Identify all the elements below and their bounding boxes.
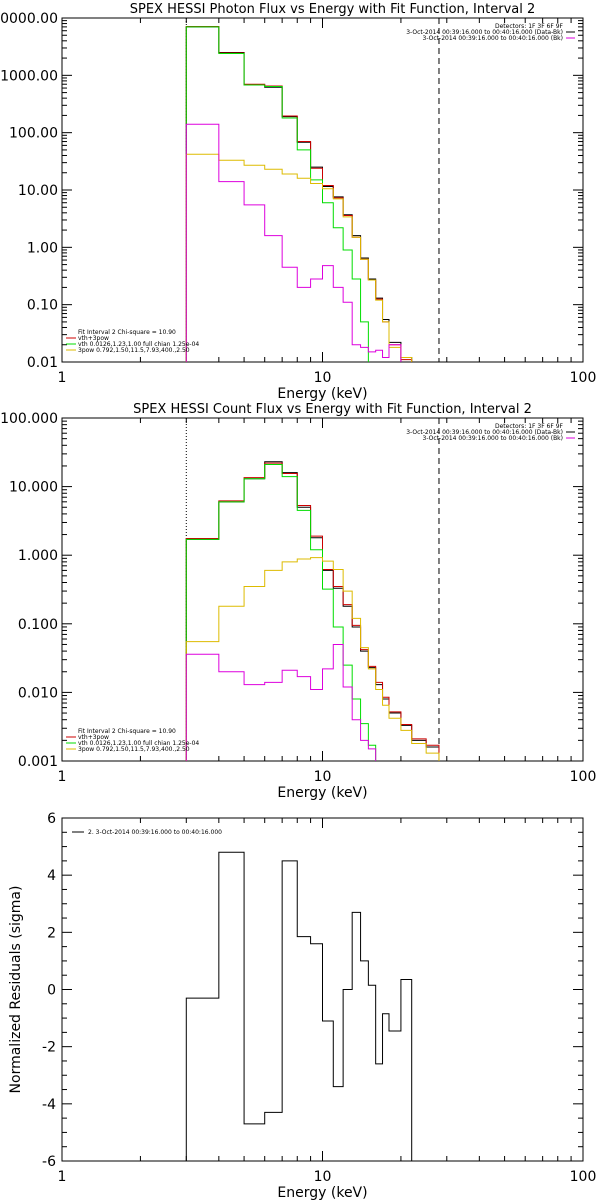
series-line-4 [185,153,413,362]
x-tick-label: 1 [58,769,67,785]
legend-bottom-left: Fit Interval 2 Chi-square = 10.90vth+3po… [66,728,199,753]
x-ticks [61,18,584,362]
legend-entry: 3-Oct-2014 00:39:16.000 to 00:40:16.000 … [406,29,563,36]
x-tick-label: 10 [314,370,332,386]
series-line-5 [185,123,402,362]
chart-panel-1: 1 10 100 0.01 0.10 1.00 10.00 100.00 1000.00 0000… [0,2,597,402]
y-tick-label: 100.00 [9,126,58,142]
y-tick-label: 1000.00 [0,68,58,84]
y-tick-label: 0 [47,983,56,999]
chart-title: SPEX HESSI Count Flux vs Energy with Fit… [133,402,532,417]
x-tick-label: 1 [58,1169,67,1185]
y-tick-label: 0.10 [27,298,58,314]
legend-entry: vth 0.0126,1.23,1.00 full chian 1.25e-04 [78,740,199,747]
legend-entry: vth 0.0126,1.23,1.00 full chian 1.25e-04 [78,341,199,348]
legend-top-right: Detectors: 1F 3F 6F 9F3-Oct-2014 00:39:1… [406,423,575,442]
legend-entry: vth+3pow [78,335,109,342]
y-ticks [62,417,583,762]
series-line-5 [185,643,377,761]
series-line-4 [185,557,440,761]
x-tick-label: 100 [570,370,597,386]
y-tick-label: -4 [42,1097,56,1113]
x-axis-label: Energy (keV) [277,386,367,402]
series-group [185,461,440,761]
series-group [185,26,413,362]
x-tick-label: 1 [58,370,67,386]
legend-entry: 3-Oct-2014 00:39:16.000 to 00:40:16.000 … [423,435,564,442]
y-tick-label: 0.001 [18,754,58,770]
y-tick-label: 1.00 [27,240,58,256]
y-tick-label: 6 [47,811,56,827]
legend-entry: Fit Interval 2 Chi-square = 10.90 [78,728,176,735]
x-axis-label: Energy (keV) [277,1185,367,1200]
chart-panel-3: 1 10 100 -6 -4 -2 0 2 4 6 Energy (keV) Normalized R… [8,811,596,1200]
chart-title: SPEX HESSI Photon Flux vs Energy with Fi… [130,2,536,17]
series-line-1 [185,851,413,1161]
x-ticks [61,418,584,761]
legend-entry: 2. 3-Oct-2014 00:39:16.000 to 00:40:16.0… [88,829,222,836]
y-tick-label: 100.000 [0,411,58,427]
legend-entry: vth+3pow [78,734,109,741]
y-tick-label: 4 [47,868,56,884]
y-ticks [62,17,583,363]
legend-entry: 3pow 0.792,1.50,11.5,7.93,400.,2.50 [78,347,190,354]
series-group [185,851,413,1161]
y-tick-label: 1.000 [18,548,58,564]
y-tick-label: 10.000 [9,480,58,496]
legend-bottom-left: Fit Interval 2 Chi-square = 10.90vth+3po… [66,329,199,354]
legend: 2. 3-Oct-2014 00:39:16.000 to 00:40:16.0… [72,829,222,836]
y-tick-label: -6 [42,1154,56,1170]
y-tick-label: 0.01 [27,355,58,371]
y-tick-label: -2 [42,1040,56,1056]
x-tick-label: 100 [570,769,597,785]
legend-entry: 3-Oct-2014 00:39:16.000 to 00:40:16.000 … [423,35,564,42]
legend-top-right: Detectors: 1F 3F 6F 9F3-Oct-2014 00:39:1… [406,23,575,42]
legend-entry: 3-Oct-2014 00:39:16.000 to 00:40:16.000 … [406,429,563,436]
y-tick-label: 10.00 [18,183,58,199]
x-tick-label: 10 [314,769,332,785]
chart-panel-2: 1 10 100 0.001 0.010 0.100 1.000 10.000 100.000 S… [0,402,597,801]
x-tick-label: 10 [314,1169,332,1185]
legend-entry: Detectors: 1F 3F 6F 9F [495,423,564,430]
legend-entry: Fit Interval 2 Chi-square = 10.90 [78,329,176,336]
x-axis-label: Energy (keV) [277,785,367,801]
series-line-1 [185,26,413,362]
y-tick-label: 0.100 [18,617,58,633]
y-tick-label: 0.010 [18,685,58,701]
series-line-3 [185,26,369,362]
y-axis-label: Normalized Residuals (sigma) [8,886,24,1094]
y-tick-label: 2 [47,925,56,941]
legend-entry: Detectors: 1F 3F 6F 9F [495,23,564,30]
x-tick-label: 100 [570,1169,597,1185]
y-tick-label: 0000.00 [0,11,58,27]
series-line-2 [185,26,413,362]
legend-entry: 3pow 0.792,1.50,11.5,7.93,400.,2.50 [78,746,190,753]
y-ticks [62,817,583,1162]
series-line-3 [185,464,377,761]
